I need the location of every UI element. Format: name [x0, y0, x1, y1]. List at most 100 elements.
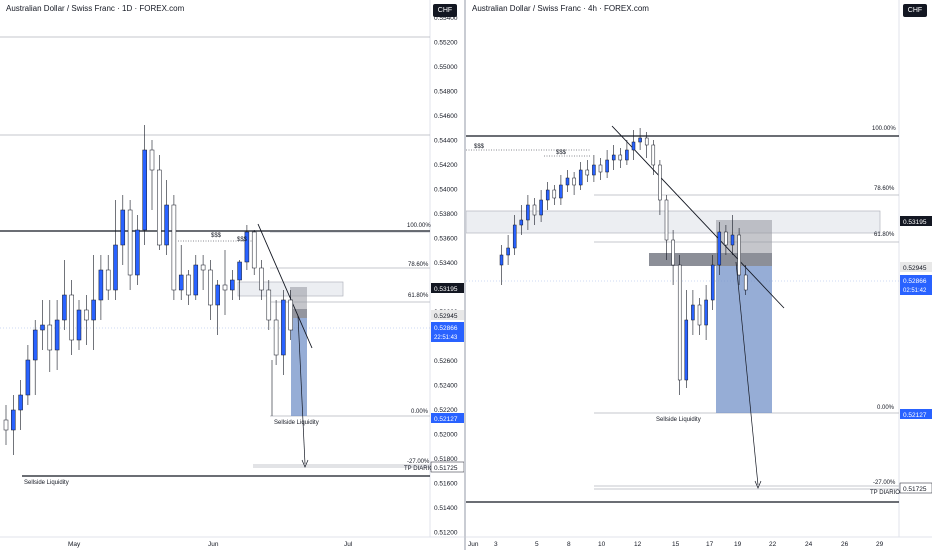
- candle-body: [730, 234, 735, 246]
- candle-body: [651, 144, 656, 166]
- candle-body: [266, 289, 272, 321]
- candle-body: [259, 267, 264, 291]
- currency-button[interactable]: CHF: [903, 4, 927, 17]
- price-axis-label: 0.51600: [434, 481, 458, 488]
- candle-body: [605, 159, 609, 173]
- candle-body: [69, 294, 74, 341]
- candle-body: [631, 141, 636, 151]
- trendline: [257, 223, 313, 349]
- fib-100-label: 100.00%: [407, 223, 431, 229]
- price-axis-label: 0.54800: [434, 89, 458, 96]
- candle-body: [3, 419, 9, 431]
- target-zone: [291, 318, 307, 416]
- price-tag: 0.53195: [434, 286, 458, 293]
- candle-body: [592, 164, 596, 176]
- candle-body: [532, 204, 537, 216]
- candle-body: [664, 199, 669, 241]
- candle-body: [572, 177, 576, 186]
- candle-body: [98, 269, 104, 301]
- candle-body: [222, 284, 228, 291]
- price-tag: 0.51725: [903, 486, 927, 493]
- candle-body: [552, 189, 557, 199]
- current-price-tag: 0.52866: [434, 325, 458, 332]
- candle-body: [565, 177, 570, 186]
- candle-body: [84, 309, 89, 321]
- candle-body: [32, 329, 38, 361]
- panel-divider[interactable]: [464, 0, 466, 550]
- right-chart-panel[interactable]: 0.543000.542000.541000.540000.539000.538…: [466, 0, 932, 550]
- price-axis-label: 0.52000: [434, 432, 458, 439]
- candle-body: [506, 247, 510, 256]
- candle-body: [697, 304, 702, 326]
- date-axis-label: 15: [672, 541, 680, 548]
- candle-body: [18, 394, 23, 411]
- date-axis-label: 8: [567, 541, 571, 548]
- candle-body: [105, 269, 111, 291]
- fib-0-label: 0.00%: [411, 409, 429, 415]
- currency-button[interactable]: CHF: [433, 4, 457, 17]
- candle-body: [178, 274, 184, 291]
- left-chart-canvas[interactable]: 0.55400 0.55200 0.55000 0.54800 0.54600 0.544…: [0, 0, 465, 550]
- price-axis-label: 0.55200: [434, 40, 458, 47]
- price-tag: 0.52127: [434, 416, 458, 423]
- right-chart-title: Australian Dollar / Swiss Franc · 4h · F…: [472, 4, 649, 13]
- price-axis-label: 0.53600: [434, 236, 458, 243]
- candle-body: [704, 299, 708, 326]
- candle-body: [710, 264, 715, 301]
- price-tag: 0.52945: [903, 265, 927, 272]
- candle-body: [743, 274, 748, 291]
- candle-body: [113, 244, 118, 291]
- fib-m27-label: -27.00%: [407, 459, 430, 465]
- candle-body: [273, 319, 279, 356]
- price-tag: 0.52945: [434, 313, 458, 320]
- candle-body: [208, 269, 213, 306]
- candle-body: [11, 409, 16, 431]
- candle-body: [200, 264, 206, 271]
- projection-arrow: [735, 261, 759, 486]
- candle-body: [186, 274, 191, 296]
- candle-body: [545, 189, 550, 201]
- date-axis-label: Jul: [344, 541, 353, 548]
- stop-zone: [290, 287, 307, 309]
- liquidity-marker: $$$: [237, 237, 248, 243]
- price-axis-label: 0.55400: [434, 15, 458, 22]
- date-axis-label: 22: [769, 541, 777, 548]
- candle-body: [677, 264, 682, 381]
- candle-body: [585, 169, 590, 176]
- candle-body: [193, 264, 199, 296]
- current-price-tag: 0.52866: [903, 278, 927, 285]
- fib-100-label: 100.00%: [872, 126, 896, 132]
- candle-body: [526, 204, 530, 221]
- candle-body: [281, 299, 286, 356]
- date-axis-label: May: [68, 541, 81, 548]
- candle-body: [25, 359, 31, 396]
- price-axis-label: 0.51800: [434, 456, 458, 463]
- candle-body: [618, 154, 623, 161]
- countdown-tag: 02:51:42: [903, 288, 927, 294]
- right-chart-canvas[interactable]: 0.543000.542000.541000.540000.539000.538…: [466, 0, 932, 550]
- tp-label: TP DIARIO: [404, 466, 434, 472]
- candle-body: [142, 149, 147, 231]
- left-chart-panel[interactable]: 0.55400 0.55200 0.55000 0.54800 0.54600 0.544…: [0, 0, 465, 550]
- price-tag: 0.51725: [434, 465, 458, 472]
- date-axis-label: Jun: [208, 541, 219, 548]
- candle-body: [215, 284, 220, 306]
- candle-body: [512, 224, 517, 249]
- date-axis-label: 5: [535, 541, 539, 548]
- candle-body: [135, 229, 140, 276]
- fib-786-label: 78.60%: [874, 186, 895, 192]
- candle-body: [288, 299, 293, 331]
- candle-body: [684, 319, 689, 381]
- price-axis-label: 0.52200: [434, 407, 458, 414]
- candle-body: [539, 199, 543, 216]
- candle-body: [598, 164, 603, 173]
- price-axis-label: 0.51400: [434, 505, 458, 512]
- price-axis-label: 0.53400: [434, 260, 458, 267]
- trendline: [611, 125, 785, 309]
- countdown-tag: 22:51:43: [434, 335, 458, 341]
- candle-body: [519, 219, 524, 226]
- candle-body: [157, 169, 162, 246]
- candle-body: [230, 279, 235, 291]
- date-axis-label: 19: [734, 541, 742, 548]
- target-zone: [716, 266, 772, 413]
